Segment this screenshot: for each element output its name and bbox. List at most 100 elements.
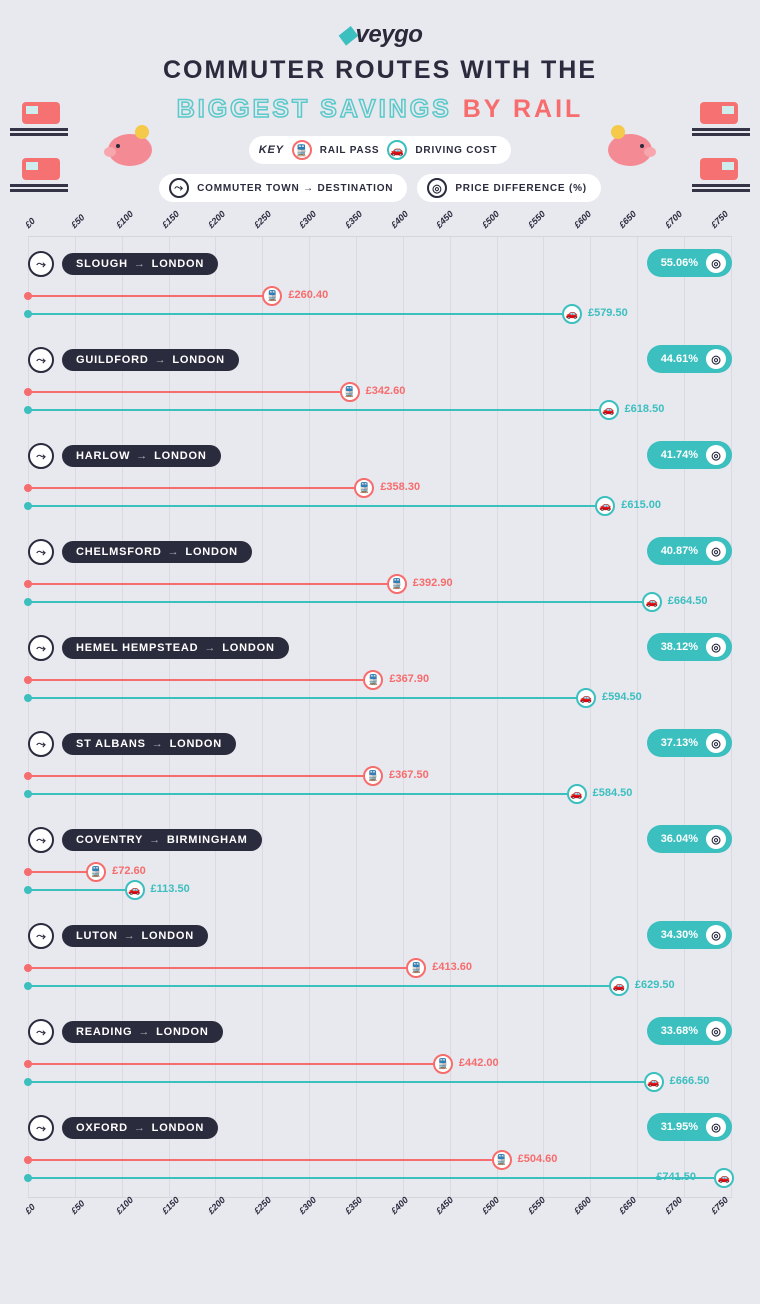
rail-value: £367.50 bbox=[389, 769, 429, 781]
drive-bar: 🚗 £113.50 bbox=[28, 889, 135, 891]
coins-icon: ◎ bbox=[706, 829, 726, 849]
price-diff-badge: 38.12% ◎ bbox=[647, 633, 732, 661]
car-icon: 🚗 bbox=[576, 688, 596, 708]
drive-value: £594.50 bbox=[602, 691, 642, 703]
rail-bar: 🚆 £442.00 bbox=[28, 1063, 443, 1065]
rail-value: £442.00 bbox=[459, 1057, 499, 1069]
route-from: OXFORD bbox=[76, 1122, 128, 1134]
route-row: ⤳ COVENTRY → BIRMINGHAM 36.04% ◎ 🚆 £72.6… bbox=[28, 813, 732, 909]
route-marker-icon: ⤳ bbox=[28, 731, 54, 757]
route-row: ⤳ CHELMSFORD → LONDON 40.87% ◎ 🚆 £392.90 bbox=[28, 525, 732, 621]
drive-bar: 🚗 £666.50 bbox=[28, 1081, 654, 1083]
car-icon: 🚗 bbox=[562, 304, 582, 324]
route-from: SLOUGH bbox=[76, 258, 128, 270]
route-from: GUILDFORD bbox=[76, 354, 149, 366]
route-label: ST ALBANS → LONDON bbox=[62, 733, 236, 755]
rail-bar: 🚆 £367.90 bbox=[28, 679, 373, 681]
price-diff-value: 44.61% bbox=[661, 353, 698, 365]
route-icon: ⤳ bbox=[169, 178, 189, 198]
route-from: CHELMSFORD bbox=[76, 546, 162, 558]
piggy-bank-icon bbox=[100, 120, 160, 170]
drive-value: £664.50 bbox=[668, 595, 708, 607]
price-diff-value: 41.74% bbox=[661, 449, 698, 461]
drive-value: £666.50 bbox=[670, 1075, 710, 1087]
route-to: LONDON bbox=[185, 546, 237, 558]
rail-value: £342.60 bbox=[366, 385, 406, 397]
arrow-icon: → bbox=[204, 642, 216, 654]
legend-route-pill: ⤳ COMMUTER TOWN → DESTINATION bbox=[159, 174, 407, 202]
arrow-icon: → bbox=[152, 738, 164, 750]
drive-value: £113.50 bbox=[151, 883, 190, 895]
train-icon: 🚆 bbox=[262, 286, 282, 306]
drive-bar: 🚗 £594.50 bbox=[28, 697, 586, 699]
route-marker-icon: ⤳ bbox=[28, 1019, 54, 1045]
route-row: ⤳ HARLOW → LONDON 41.74% ◎ 🚆 £358.30 bbox=[28, 429, 732, 525]
chart-body: ⤳ SLOUGH → LONDON 55.06% ◎ 🚆 £260.40 bbox=[28, 236, 732, 1198]
coins-icon: ◎ bbox=[706, 1117, 726, 1137]
route-row: ⤳ LUTON → LONDON 34.30% ◎ 🚆 £413.60 bbox=[28, 909, 732, 1005]
route-to: LONDON bbox=[152, 258, 204, 270]
arrow-icon: → bbox=[168, 546, 180, 558]
rail-value: £392.90 bbox=[413, 577, 453, 589]
price-diff-value: 55.06% bbox=[661, 257, 698, 269]
route-row: ⤳ ST ALBANS → LONDON 37.13% ◎ 🚆 £367.50 bbox=[28, 717, 732, 813]
rail-value: £504.60 bbox=[518, 1153, 558, 1165]
drive-bar: 🚗 £618.50 bbox=[28, 409, 609, 411]
drive-bar: 🚗 £579.50 bbox=[28, 313, 572, 315]
route-row: ⤳ READING → LONDON 33.68% ◎ 🚆 £442.00 bbox=[28, 1005, 732, 1101]
train-icon: 🚆 bbox=[86, 862, 106, 882]
price-diff-value: 34.30% bbox=[661, 929, 698, 941]
route-marker-icon: ⤳ bbox=[28, 1115, 54, 1141]
route-marker-icon: ⤳ bbox=[28, 347, 54, 373]
drive-value: £618.50 bbox=[625, 403, 665, 415]
price-diff-badge: 31.95% ◎ bbox=[647, 1113, 732, 1141]
train-icon: 🚆 bbox=[340, 382, 360, 402]
arrow-icon: → bbox=[155, 354, 167, 366]
drive-value: £579.50 bbox=[588, 307, 628, 319]
arrow-icon: → bbox=[136, 450, 148, 462]
car-icon: 🚗 bbox=[644, 1072, 664, 1092]
route-to: LONDON bbox=[170, 738, 222, 750]
price-diff-value: 37.13% bbox=[661, 737, 698, 749]
price-diff-badge: 44.61% ◎ bbox=[647, 345, 732, 373]
drive-bar: 🚗 £584.50 bbox=[28, 793, 577, 795]
car-icon: 🚗 bbox=[642, 592, 662, 612]
price-diff-badge: 36.04% ◎ bbox=[647, 825, 732, 853]
piggy-bank-icon bbox=[600, 120, 660, 170]
x-axis-bottom: £0£50£100£150£200£250£300£350£400£450£50… bbox=[28, 1206, 732, 1216]
drive-value: £629.50 bbox=[635, 979, 675, 991]
rail-value: £72.60 bbox=[112, 865, 146, 877]
train-decor-icon bbox=[686, 92, 756, 137]
route-row: ⤳ SLOUGH → LONDON 55.06% ◎ 🚆 £260.40 bbox=[28, 237, 732, 333]
route-marker-icon: ⤳ bbox=[28, 539, 54, 565]
route-to: LONDON bbox=[152, 1122, 204, 1134]
route-from: LUTON bbox=[76, 930, 118, 942]
route-from: HARLOW bbox=[76, 450, 130, 462]
train-icon: 🚆 bbox=[363, 670, 383, 690]
car-icon: 🚗 bbox=[714, 1168, 734, 1188]
train-icon: 🚆 bbox=[387, 574, 407, 594]
route-label: OXFORD → LONDON bbox=[62, 1117, 218, 1139]
legend-rail-label: RAIL PASS bbox=[320, 145, 380, 156]
route-label: SLOUGH → LONDON bbox=[62, 253, 218, 275]
rail-bar: 🚆 £260.40 bbox=[28, 295, 272, 297]
route-marker-icon: ⤳ bbox=[28, 923, 54, 949]
train-icon: 🚆 bbox=[406, 958, 426, 978]
route-row: ⤳ OXFORD → LONDON 31.95% ◎ 🚆 £504.60 bbox=[28, 1101, 732, 1197]
train-decor-icon bbox=[4, 148, 74, 193]
route-marker-icon: ⤳ bbox=[28, 827, 54, 853]
route-marker-icon: ⤳ bbox=[28, 635, 54, 661]
drive-value: £584.50 bbox=[593, 787, 633, 799]
route-to: LONDON bbox=[222, 642, 274, 654]
route-label: CHELMSFORD → LONDON bbox=[62, 541, 252, 563]
route-label: LUTON → LONDON bbox=[62, 925, 208, 947]
arrow-icon: → bbox=[134, 1122, 146, 1134]
coins-icon: ◎ bbox=[706, 733, 726, 753]
train-icon: 🚆 bbox=[354, 478, 374, 498]
chart: £0£50£100£150£200£250£300£350£400£450£50… bbox=[28, 220, 732, 1216]
coins-icon: ◎ bbox=[427, 178, 447, 198]
arrow-icon: → bbox=[134, 258, 146, 270]
route-label: HARLOW → LONDON bbox=[62, 445, 221, 467]
car-icon: 🚗 bbox=[387, 140, 407, 160]
route-row: ⤳ HEMEL HEMPSTEAD → LONDON 38.12% ◎ 🚆 £3… bbox=[28, 621, 732, 717]
